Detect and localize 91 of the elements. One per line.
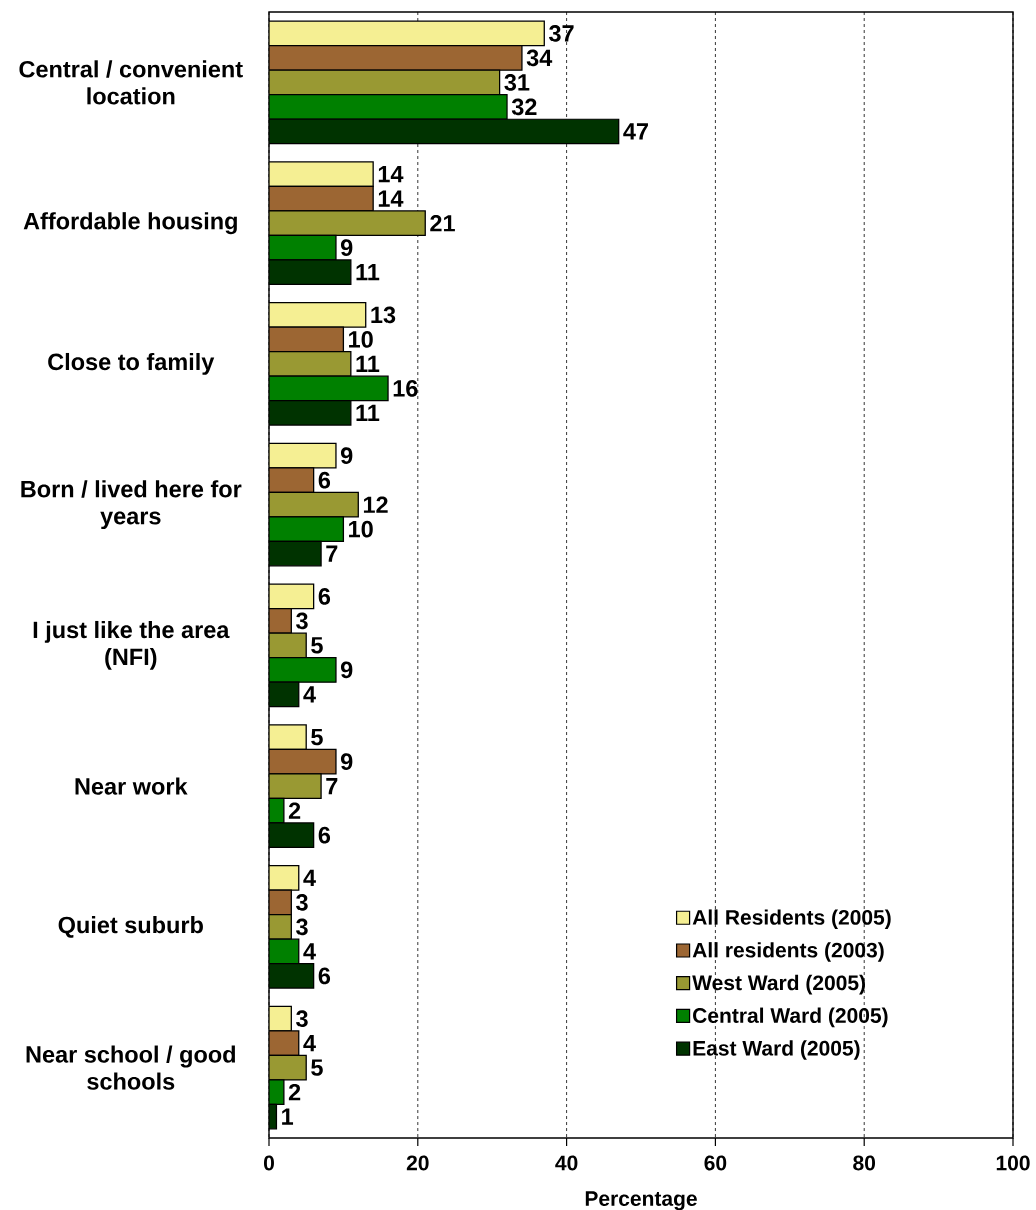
bar: [269, 865, 300, 891]
bar: [269, 773, 322, 800]
bar: [269, 326, 345, 353]
bar: [269, 94, 508, 120]
bar: [269, 20, 545, 47]
legend-label: All residents (2003): [692, 942, 884, 962]
y-tick-label: Affordable housing: [23, 212, 237, 235]
bar: [269, 491, 359, 518]
bar: [269, 45, 523, 71]
y-tick-label: Close to family: [48, 352, 215, 375]
bar: [269, 442, 337, 469]
bar: [269, 516, 345, 543]
data-label: 6: [318, 588, 331, 605]
data-label: 6: [318, 967, 331, 985]
data-label: 5: [311, 728, 323, 746]
bar: [269, 210, 426, 237]
data-label: 7: [326, 778, 338, 795]
data-label: 47: [623, 123, 648, 140]
legend-label: Central Ward (2005): [693, 1007, 888, 1028]
bar: [269, 632, 307, 659]
bar: [269, 259, 352, 286]
data-label: 9: [340, 753, 353, 770]
bar: [269, 185, 374, 212]
bar: [269, 540, 322, 567]
data-label: 14: [378, 166, 404, 183]
bar: [269, 351, 352, 377]
data-label: 2: [288, 1083, 301, 1101]
bar: [269, 467, 315, 494]
x-tick-label: 0: [263, 1155, 274, 1171]
bar: [269, 302, 367, 328]
data-label: 31: [504, 74, 530, 91]
data-label: 14: [378, 190, 404, 207]
data-label: 6: [318, 826, 331, 844]
data-label: 7: [326, 545, 338, 562]
data-label: 1: [282, 1108, 294, 1125]
data-label: 3: [296, 612, 308, 630]
data-label: 12: [363, 496, 388, 513]
data-label: 11: [356, 404, 380, 421]
data-label: 4: [303, 869, 316, 886]
bar: [269, 118, 620, 145]
y-tick-label: Near school / good schools: [26, 1045, 235, 1090]
data-label: 6: [318, 471, 331, 489]
data-label: 32: [511, 98, 537, 116]
y-tick-label: Quiet suburb: [58, 916, 203, 938]
data-label: 34: [526, 49, 553, 67]
bar: [269, 375, 389, 402]
bar: [269, 583, 315, 610]
y-tick-label: Born / lived here for years: [21, 480, 242, 530]
data-label: 13: [371, 306, 396, 324]
bar: [269, 748, 337, 775]
data-label: 10: [349, 520, 373, 538]
legend-label: All Residents (2005): [692, 909, 891, 929]
data-label: 11: [356, 264, 380, 281]
bar: [269, 1054, 307, 1081]
x-tick-label: 100: [996, 1155, 1030, 1171]
data-label: 10: [349, 331, 373, 348]
x-tick-label: 20: [406, 1155, 429, 1171]
data-label: 37: [549, 25, 574, 42]
y-tick-label: Central / convenient location: [19, 60, 243, 105]
data-label: 3: [296, 894, 308, 911]
bar: [269, 69, 501, 96]
y-tick-label: Near work: [75, 777, 188, 795]
legend-label: East Ward (2005): [693, 1040, 860, 1060]
bar: [269, 608, 292, 634]
data-label: 5: [311, 637, 323, 654]
x-axis-title: Percentage: [585, 1191, 697, 1210]
bar: [269, 822, 315, 849]
x-tick-label: 40: [555, 1155, 578, 1171]
data-label: 4: [303, 943, 316, 960]
x-tick-label: 60: [704, 1155, 727, 1171]
data-label: 3: [296, 918, 308, 936]
bar: [269, 161, 374, 188]
data-label: 3: [296, 1010, 308, 1027]
data-label: 11: [356, 355, 380, 372]
bar: [269, 234, 337, 261]
bar: [269, 656, 337, 683]
data-label: 9: [340, 239, 353, 256]
legend-label: West Ward (2005): [692, 974, 865, 995]
bar: [269, 962, 315, 989]
data-label: 4: [303, 686, 316, 703]
data-label: 16: [393, 380, 418, 397]
data-label: 2: [288, 802, 301, 819]
bar: [269, 724, 307, 751]
data-label: 9: [340, 447, 353, 464]
data-label: 5: [311, 1059, 323, 1076]
data-label: 21: [430, 214, 455, 232]
bar: [269, 399, 352, 426]
data-label: 9: [340, 661, 353, 679]
y-tick-label: I just like the area (NFI): [33, 620, 230, 670]
data-label: 4: [303, 1035, 316, 1052]
x-tick-label: 80: [853, 1155, 876, 1171]
